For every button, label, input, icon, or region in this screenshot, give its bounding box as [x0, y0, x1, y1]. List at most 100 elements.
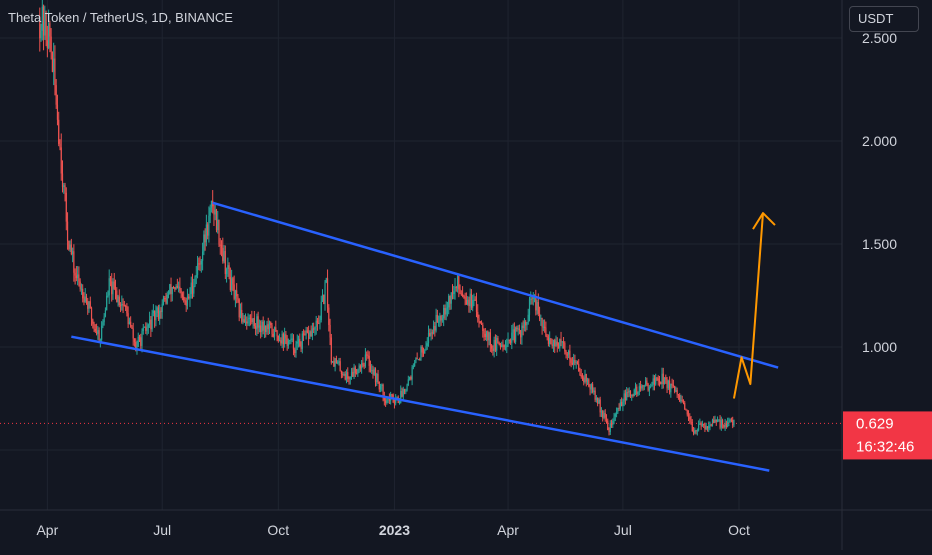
candle-body [508, 339, 510, 341]
candle-body [361, 363, 363, 369]
candle-body [151, 313, 153, 330]
candle-body [109, 278, 112, 282]
candle-body [136, 346, 138, 349]
candle-body [559, 339, 561, 349]
candle-body [111, 281, 113, 295]
candle-body [107, 295, 109, 297]
candle-body [208, 215, 210, 236]
candle-body [39, 17, 41, 39]
candle-body [698, 424, 700, 431]
candle-body [627, 391, 629, 393]
candle-body [113, 281, 115, 289]
candle-body [398, 402, 401, 404]
candle-body [506, 345, 508, 347]
candle-body [448, 295, 450, 308]
candle-body [496, 337, 498, 351]
candle-body [599, 399, 601, 413]
candle-body [575, 361, 577, 363]
candle-body [584, 374, 586, 383]
candle-body [300, 346, 302, 349]
candle-body [246, 321, 248, 324]
candle-body [653, 378, 656, 385]
candle-body [286, 338, 288, 346]
candle-body [242, 319, 244, 322]
candle-body [98, 330, 100, 341]
candle-body [236, 290, 238, 297]
drawings[interactable] [0, 201, 842, 472]
candle-body [677, 394, 680, 396]
candle-body [169, 284, 171, 294]
candle-body [703, 423, 705, 426]
candle-body [655, 377, 657, 385]
candle-body [291, 338, 293, 340]
candle-body [681, 399, 683, 401]
candle-body [468, 299, 470, 307]
candle-body [207, 224, 209, 236]
candle-body [214, 209, 216, 215]
candle-body [696, 430, 698, 432]
candle-body [366, 354, 368, 356]
candle-body [162, 298, 165, 304]
candle-body [232, 278, 234, 285]
candle-body [672, 385, 674, 387]
candle-body [525, 321, 527, 326]
candle-body [272, 333, 274, 337]
candle-body [334, 358, 336, 367]
candle-body [40, 30, 42, 39]
candle-body [461, 293, 464, 297]
candle-body [455, 287, 457, 289]
candle-body [118, 296, 120, 306]
candle-body [555, 341, 557, 347]
candle-body [167, 293, 170, 295]
candle-body [296, 341, 298, 344]
candle-body [591, 384, 594, 393]
candle-body [573, 359, 575, 365]
candle-body [546, 335, 548, 338]
candle-body [239, 309, 242, 318]
candle-body [143, 326, 146, 328]
candle-body [483, 330, 485, 334]
candle-body [135, 341, 137, 349]
candle-body [463, 296, 465, 298]
candle-body [526, 322, 528, 326]
candle-body [138, 336, 141, 338]
y-tick-label: 2.500 [862, 30, 897, 46]
candle-body [499, 345, 502, 348]
candle-body [249, 317, 252, 319]
candle-body [570, 359, 572, 363]
candle-body [710, 424, 712, 426]
candle-body [299, 338, 301, 347]
candle-body [93, 323, 95, 329]
candle-body [263, 326, 266, 331]
candle-body [106, 295, 108, 311]
x-tick-label: Apr [497, 522, 519, 538]
candle-body [718, 419, 720, 421]
candle-body [56, 104, 59, 120]
candle-body [456, 276, 459, 288]
candle-body [501, 344, 503, 348]
candle-body [337, 362, 339, 364]
candle-body [467, 299, 469, 305]
candle-body [284, 334, 286, 345]
candle-body [605, 417, 608, 421]
candle-body [189, 294, 191, 299]
candle-body [193, 285, 195, 294]
candle-body [711, 419, 714, 426]
candle-body [421, 346, 423, 353]
candle-body [316, 320, 319, 324]
candle-body [393, 402, 396, 404]
candle-body [194, 276, 196, 286]
candle-body [156, 307, 158, 314]
candle-body [145, 326, 147, 331]
candle-body [188, 296, 190, 299]
candle-body [75, 275, 77, 279]
currency-selector-button[interactable]: USDT [849, 6, 919, 32]
candle-body [699, 422, 701, 425]
last-price-label: 0.629 [856, 415, 894, 432]
candle-body [701, 423, 703, 427]
candle-body [372, 370, 374, 375]
candle-body [405, 390, 407, 392]
candle-body [569, 350, 571, 360]
